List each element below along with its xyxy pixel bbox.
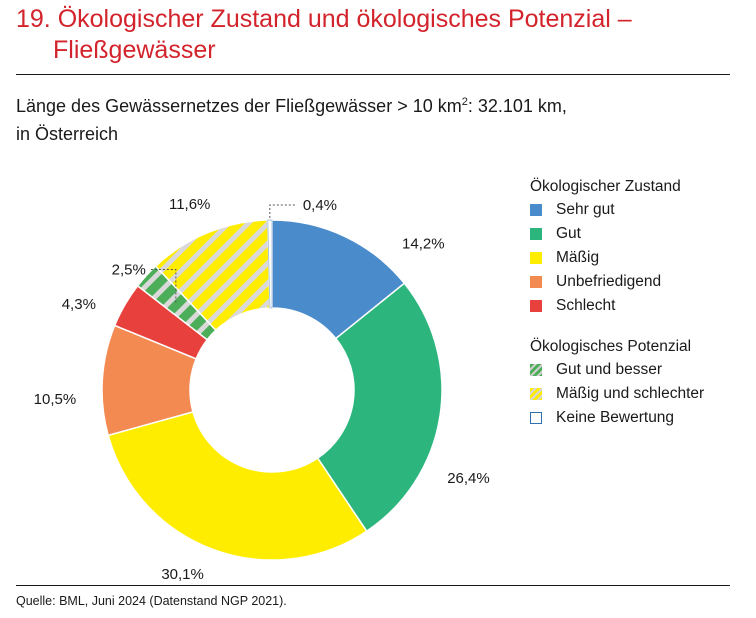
- slice-maessig: [107, 410, 368, 561]
- slice-keine-bewertung: [267, 219, 273, 309]
- subtitle-value: : 32.101 km,: [467, 96, 567, 116]
- slice-label-maessig: 30,1%: [161, 566, 204, 583]
- legend-label: Sehr gut: [556, 201, 615, 218]
- legend-swatch: [530, 276, 542, 288]
- leader-line-gut-und-besser: [149, 269, 177, 303]
- legend-swatch: [530, 412, 542, 424]
- legend-item-gut-und-besser: Gut und besser: [530, 358, 754, 382]
- legend-label: Gut: [556, 225, 581, 242]
- legend-label: Mäßig: [556, 249, 600, 266]
- legend-label: Gut und besser: [556, 361, 662, 378]
- legend-item-keine-bewertung: Keine Bewertung: [530, 406, 754, 430]
- legend-swatch: [530, 228, 542, 240]
- legend-item-unbefriedigend: Unbefriedigend: [530, 270, 754, 294]
- slice-gut: [316, 282, 443, 533]
- legend-item-maessig: Mäßig: [530, 246, 754, 270]
- leader-line-keine-bewertung: [269, 204, 296, 219]
- slice-label-sehr-gut: 14,2%: [402, 235, 445, 252]
- legend-title-zustand: Ökologischer Zustand: [530, 178, 681, 195]
- leader-lines: [149, 204, 296, 303]
- subtitle-region: in Österreich: [16, 124, 119, 144]
- legend-label: Mäßig und schlechter: [556, 385, 705, 402]
- legend-label: Schlecht: [556, 297, 616, 314]
- legend-swatch: [530, 204, 542, 216]
- slice-label-gut-und-besser: 2,5%: [112, 262, 146, 279]
- legend-title-potenzial: Ökologisches Potenzial: [530, 338, 692, 355]
- subtitle-superscript: 2: [461, 96, 468, 108]
- chart-title: 19. Ökologischer Zustand und ökologische…: [16, 4, 746, 66]
- chart-subtitle: Länge des Gewässernetzes der Fließgewäss…: [16, 88, 716, 148]
- legend-label: Keine Bewertung: [556, 409, 675, 426]
- legend-item-sehr-gut: Sehr gut: [530, 198, 754, 222]
- legend-swatch: [530, 300, 542, 312]
- legend-swatch: [530, 364, 542, 376]
- subtitle-text: Länge des Gewässernetzes der Fließgewäss…: [16, 96, 462, 116]
- source-note: Quelle: BML, Juni 2024 (Datenstand NGP 2…: [16, 594, 287, 608]
- legend-item-gut: Gut: [530, 222, 754, 246]
- legend-item-schlecht: Schlecht: [530, 294, 754, 318]
- legend-swatch: [530, 252, 542, 264]
- chart-title-line-1: 19. Ökologischer Zustand und ökologische…: [16, 5, 632, 33]
- donut-slices: [101, 219, 443, 561]
- legend-label: Unbefriedigend: [556, 273, 662, 290]
- top-divider: [16, 74, 730, 75]
- legend-potenzial-list: Gut und besser Mäßig und schlechter Keine …: [530, 358, 754, 430]
- legend-item-maessig-und-schlechter: Mäßig und schlechter: [530, 382, 754, 406]
- slice-label-schlecht: 4,3%: [62, 296, 96, 313]
- slice-label-gut: 26,4%: [447, 470, 490, 487]
- slice-label-maessig-und-schlechter: 11,6%: [169, 196, 210, 213]
- legend: Ökologischer Zustand Sehr gut Gut Mäßig Unb…: [530, 176, 754, 430]
- slice-labels: 14,2% 26,4% 30,1% 10,5% 4,3% 2,5% 11,6% 0,4%: [34, 196, 490, 583]
- slice-label-unbefriedigend: 10,5%: [34, 391, 77, 408]
- legend-zustand-list: Sehr gut Gut Mäßig Unbefriedigend Schlecht: [530, 198, 754, 318]
- chart-title-line-2: Fließgewässer: [53, 36, 216, 64]
- slice-label-keine-bewertung: 0,4%: [303, 197, 337, 214]
- legend-swatch: [530, 388, 542, 400]
- bottom-divider: [16, 585, 730, 586]
